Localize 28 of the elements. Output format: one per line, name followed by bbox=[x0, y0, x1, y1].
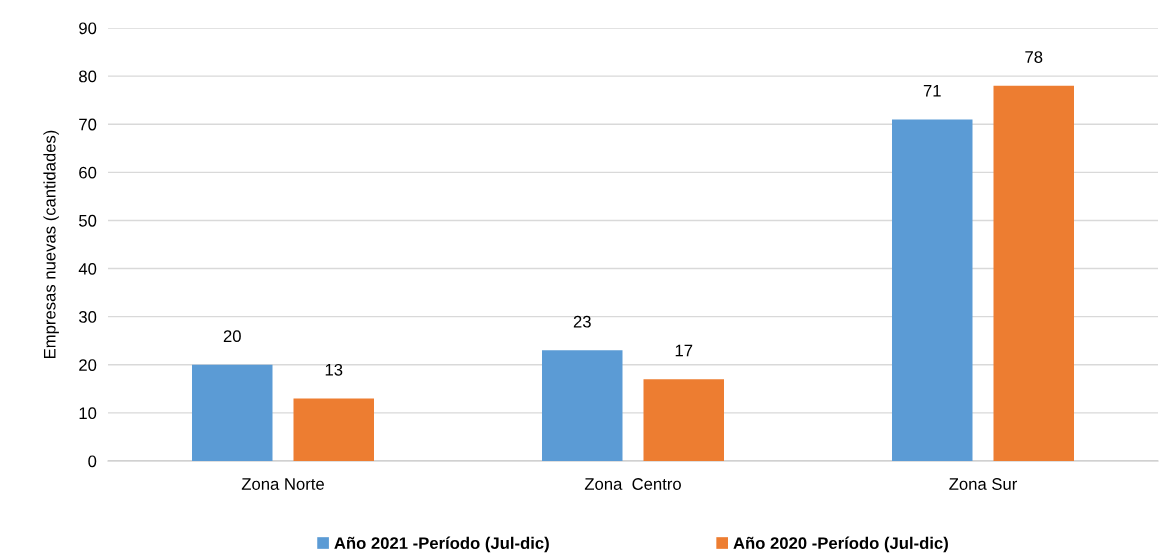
bar bbox=[993, 85, 1074, 461]
y-tick-label: 60 bbox=[79, 166, 97, 179]
bar bbox=[192, 364, 273, 461]
data-label: 17 bbox=[675, 344, 693, 357]
bar bbox=[293, 398, 374, 461]
y-tick-label: 80 bbox=[79, 70, 97, 83]
bar bbox=[643, 379, 724, 461]
y-axis-title: Empresas nuevas (cantidades) bbox=[43, 130, 59, 358]
data-label: 20 bbox=[223, 330, 241, 343]
y-tick-label: 10 bbox=[79, 407, 97, 420]
data-label: 71 bbox=[923, 85, 941, 97]
y-tick-label: 90 bbox=[79, 22, 97, 35]
bar bbox=[892, 119, 973, 461]
y-tick-label: 40 bbox=[78, 262, 97, 275]
y-tick-label: 30 bbox=[78, 311, 97, 323]
legend-label: Año 2021 -Período (Jul-dic) bbox=[334, 536, 549, 553]
y-tick-label: 0 bbox=[88, 455, 97, 468]
data-label: 78 bbox=[1025, 51, 1043, 63]
x-tick-label: Zona Sur bbox=[949, 478, 1017, 490]
y-tick-label: 50 bbox=[79, 214, 97, 227]
data-label: 23 bbox=[573, 315, 591, 328]
y-tick-label: 70 bbox=[79, 118, 97, 131]
x-tick-label: Zona Centro bbox=[584, 478, 681, 490]
data-label: 13 bbox=[325, 363, 343, 376]
y-tick-label: 20 bbox=[79, 359, 97, 371]
x-tick-label: Zona Norte bbox=[241, 478, 324, 490]
legend-label: Año 2020 -Período (Jul-dic) bbox=[733, 536, 948, 553]
bar bbox=[542, 350, 623, 461]
